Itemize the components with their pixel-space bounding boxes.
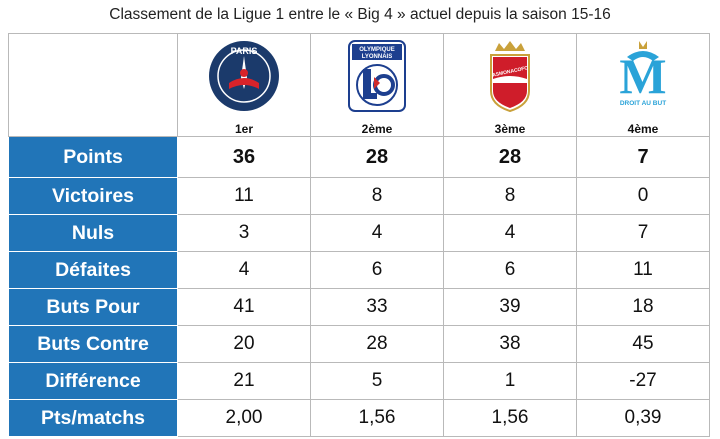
table-row-buts-pour: Buts Pour 41 33 39 18 [8,288,710,326]
cell-value: 0 [576,177,710,215]
cell-value: 11 [177,177,311,215]
cell-value: 6 [310,251,444,289]
row-label: Défaites [8,251,178,289]
psg-crest-icon: PARIS [209,41,279,111]
svg-text:OLYMPIQUE: OLYMPIQUE [359,47,394,53]
cell-value: 8 [310,177,444,215]
club-rank: 3ème [494,122,526,136]
row-label: Pts/matchs [8,399,178,437]
cell-value: 20 [177,325,311,363]
cell-value: 4 [443,214,577,252]
svg-text:LYONNAIS: LYONNAIS [362,54,392,60]
cell-value: 28 [310,136,444,178]
club-cell-om: M DROIT AU BUT 4ème [576,33,710,137]
table-row-victoires: Victoires 11 8 8 0 [8,177,710,215]
cell-value: 1,56 [310,399,444,437]
om-crest-text: DROIT AU BUT [620,100,666,107]
table-row-nuls: Nuls 3 4 4 7 [8,214,710,252]
row-label: Différence [8,362,178,400]
cell-value: 28 [310,325,444,363]
cell-value: 38 [443,325,577,363]
club-rank: 4ème [627,122,659,136]
cell-value: 6 [443,251,577,289]
club-cell-monaco: ASMONACOFC 3ème [443,33,577,137]
cell-value: 4 [310,214,444,252]
row-label: Victoires [8,177,178,215]
cell-value: 7 [576,214,710,252]
row-label: Buts Contre [8,325,178,363]
club-rank: 2ème [361,122,393,136]
club-cell-ol: OLYMPIQUE LYONNAIS 2ème [310,33,444,137]
cell-value: 0,39 [576,399,710,437]
club-header-row: PARIS 1er OLYMPIQUE LYONNAIS 2ème [8,33,710,137]
club-cell-psg: PARIS 1er [177,33,311,137]
table-title: Classement de la Ligue 1 entre le « Big … [109,6,611,23]
cell-value: 33 [310,288,444,326]
cell-value: 8 [443,177,577,215]
cell-value: 45 [576,325,710,363]
table-row-difference: Différence 21 5 1 -27 [8,362,710,400]
table-row-points: Points 36 28 28 7 [8,136,710,178]
cell-value: 4 [177,251,311,289]
club-rank: 1er [234,122,254,136]
cell-value: 5 [310,362,444,400]
table-row-defaites: Défaites 4 6 6 11 [8,251,710,289]
cell-value: 11 [576,251,710,289]
cell-value: 1 [443,362,577,400]
monaco-crest-icon: ASMONACOFC [490,41,530,113]
psg-crest-text: PARIS [231,46,258,56]
om-crest-icon: M DROIT AU BUT [619,41,667,107]
row-label: Points [8,136,178,178]
cell-value: 36 [177,136,311,178]
cell-value: 18 [576,288,710,326]
ranking-table: PARIS 1er OLYMPIQUE LYONNAIS 2ème [8,33,710,437]
cell-value: 28 [443,136,577,178]
svg-text:M: M [619,48,666,104]
cell-value: 2,00 [177,399,311,437]
cell-value: -27 [576,362,710,400]
cell-value: 7 [576,136,710,178]
cell-value: 39 [443,288,577,326]
ol-crest-icon: OLYMPIQUE LYONNAIS [348,40,406,112]
table-row-pts-matchs: Pts/matchs 2,00 1,56 1,56 0,39 [8,399,710,437]
cell-value: 1,56 [443,399,577,437]
row-label: Buts Pour [8,288,178,326]
cell-value: 41 [177,288,311,326]
corner-cell [8,33,178,137]
cell-value: 21 [177,362,311,400]
cell-value: 3 [177,214,311,252]
table-row-buts-contre: Buts Contre 20 28 38 45 [8,325,710,363]
row-label: Nuls [8,214,178,252]
